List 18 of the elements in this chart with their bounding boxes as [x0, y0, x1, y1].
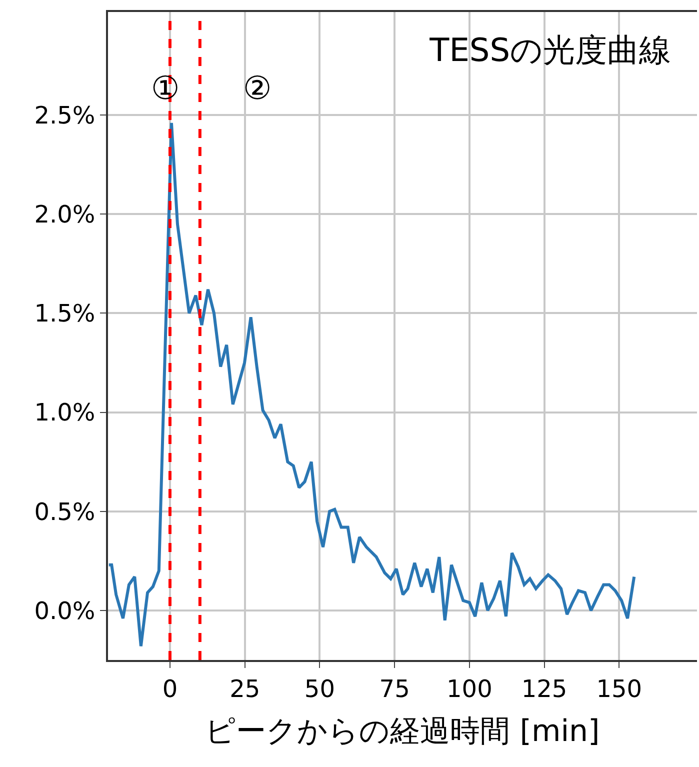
y-tick-label: 2.0%	[34, 200, 96, 229]
y-tick-label: 2.5%	[34, 101, 96, 130]
y-tick-label: 0.0%	[34, 596, 96, 625]
x-tick-label: 100	[446, 674, 492, 703]
annotation: ①	[151, 69, 180, 107]
y-tick-label: 1.5%	[34, 300, 96, 328]
x-axis-title: ピークからの経過時間 [min]	[205, 714, 600, 749]
x-tick-label: 25	[230, 674, 260, 703]
x-tick-label: 125	[521, 674, 568, 703]
x-tick-label: 0	[162, 674, 178, 703]
x-tick-label: 50	[304, 674, 335, 703]
y-tick-label: 0.5%	[34, 498, 96, 526]
text: TESSの光度曲線	[428, 31, 672, 70]
line-series	[108, 121, 636, 648]
annotation: ②	[243, 69, 272, 107]
x-tick-label: 150	[596, 674, 642, 703]
y-tick-label: 1.0%	[34, 398, 96, 427]
x-tick-label: 75	[379, 674, 410, 703]
